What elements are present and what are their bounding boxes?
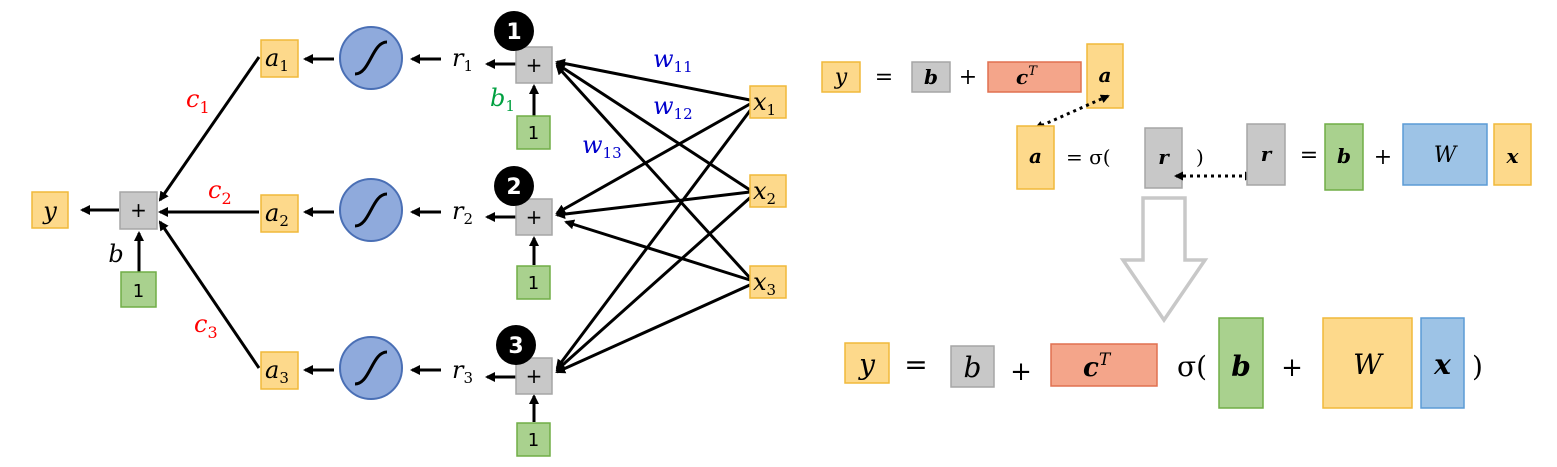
edge-x3-n3 [555,282,753,374]
edge-x2-n1 [555,62,751,192]
weight-c1: c1 [186,85,210,117]
output-node: y [31,191,69,229]
weight-c2: c2 [208,176,232,208]
svg-text:y: y [834,65,848,90]
svg-text:+: + [130,198,147,222]
neuron-sum-node-2: + [515,198,553,236]
svg-text:W: W [1353,348,1384,381]
sigmoid-icon [339,26,403,90]
sigmoid-icon [339,178,403,242]
equation-output: y = b + cT a [821,43,1124,109]
neuron-sum-node-1: + [515,46,553,84]
pre-activation-r1: r1 [452,44,473,75]
svg-text:x3: x3 [753,268,776,299]
edge-x2-n3 [555,194,753,372]
svg-text:x2: x2 [753,177,776,208]
down-arrow-icon [1119,196,1209,324]
edge-x2-n2 [555,190,751,220]
svg-text:= σ(: = σ( [1066,145,1111,169]
svg-text:=: = [904,348,927,381]
svg-text:b: b [1337,144,1351,168]
svg-text:3: 3 [508,334,523,359]
pre-activation-r3: r3 [452,356,473,387]
input-x3: x3 [749,265,787,299]
neuron-badge-3: 3 [496,325,536,365]
sigmoid-icon [339,336,403,400]
svg-text:σ(: σ( [1177,350,1207,383]
bias-input-2: 1 [516,265,551,300]
edge-x3-n2 [564,219,751,282]
svg-text:1: 1 [506,20,521,45]
svg-text:+: + [1374,145,1392,170]
edge-x1-n2 [555,102,751,215]
weight-c3: c3 [194,310,218,342]
svg-text:+: + [1281,353,1303,383]
edge-x1-n1 [555,58,751,102]
svg-text:1: 1 [133,281,144,302]
svg-text:r: r [1158,145,1170,169]
svg-text:r: r [1261,142,1273,166]
svg-text:1: 1 [528,123,539,144]
svg-text:b: b [964,351,982,384]
svg-text:+: + [526,53,543,77]
svg-text:1: 1 [528,430,539,451]
svg-text:+: + [526,205,543,229]
input-x2: x2 [749,174,787,208]
input-x1: x1 [749,85,787,119]
activation-a2: a2 [260,194,299,233]
svg-text:x: x [1506,144,1520,168]
neuron-badge-2: 2 [494,166,534,206]
bias-input-3: 1 [516,422,551,457]
weight-w13: w13 [582,131,622,162]
svg-text:a1: a1 [265,44,289,75]
bias-label-b1: b1 [490,84,515,115]
equation-preactivation: r = b + W x [1246,123,1532,191]
svg-text:y: y [857,348,876,381]
bias-input-1: 1 [516,115,551,150]
output-bias-input: 1 [120,271,157,308]
output-sum-node: + [119,191,158,230]
svg-text:b: b [1231,350,1251,383]
neuron-arrows [80,54,539,422]
weight-w11: w11 [653,45,693,76]
weight-w12: w12 [653,92,693,123]
svg-text:+: + [526,364,543,388]
svg-text:a: a [1029,144,1042,168]
edge-x3-n1 [555,64,752,280]
dotted-link-a [1034,94,1110,130]
svg-text:W: W [1434,143,1459,168]
svg-text:x1: x1 [753,88,776,119]
activation-a3: a3 [260,351,299,390]
edge-x1-n3 [555,107,754,370]
svg-text:=: = [1300,143,1318,168]
svg-text:+: + [959,65,977,90]
svg-text:cT: cT [1083,350,1112,383]
svg-text:a2: a2 [265,199,289,230]
svg-text:a3: a3 [265,356,289,387]
neuron-badge-1: 1 [494,11,534,51]
svg-text:2: 2 [506,175,521,200]
svg-text:+: + [1010,357,1032,387]
equation-activation: a = σ( r ) [1016,125,1204,190]
output-bias-label: b [108,240,123,268]
activation-a1: a1 [260,39,299,78]
svg-text:=: = [875,65,893,90]
svg-text:a: a [1099,63,1112,87]
svg-text:1: 1 [528,273,539,294]
svg-text:b: b [924,65,938,89]
svg-text:): ) [1196,145,1204,169]
svg-text:x: x [1433,348,1451,381]
svg-text:cT: cT [1016,64,1038,89]
output-y-label: y [42,197,57,225]
input-weight-lines [555,58,754,374]
svg-text:): ) [1472,350,1483,383]
equation-final: y = b + cT σ( b + W x ) [844,317,1483,409]
pre-activation-r2: r2 [452,197,473,228]
neuron-sum-node-3: + [515,357,553,395]
